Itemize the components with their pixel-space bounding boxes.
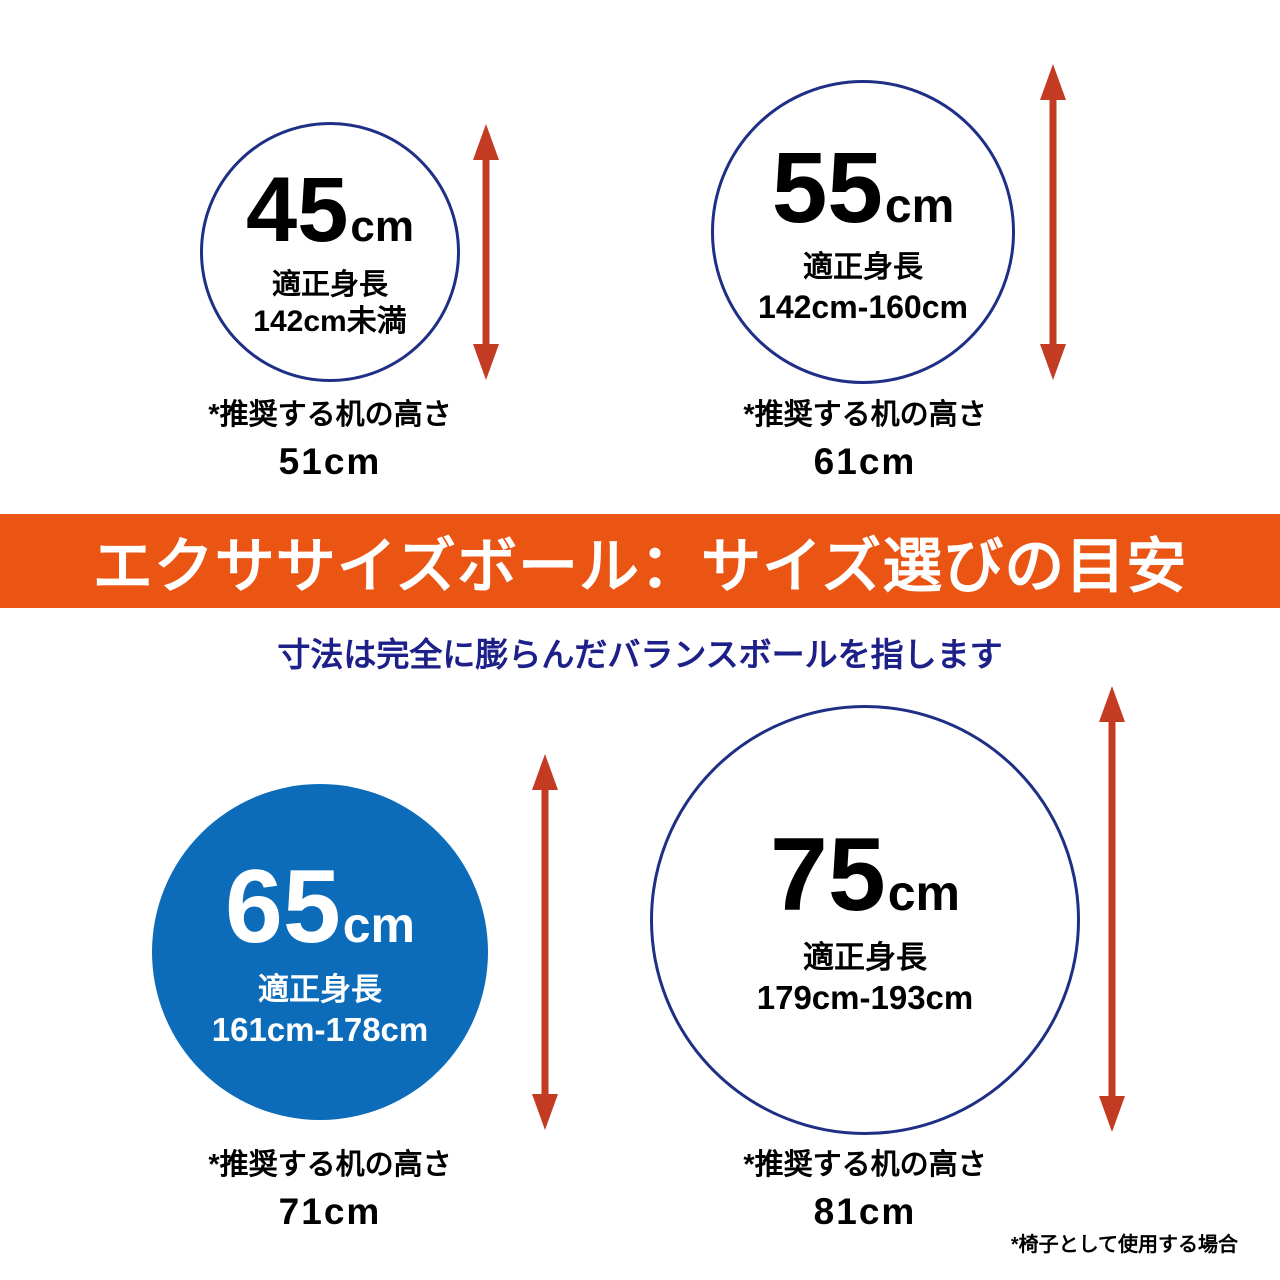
banner-title: エクササイズボール：サイズ選びの目安 xyxy=(92,532,1188,600)
ball-size-number: 65 xyxy=(225,848,341,965)
ball-size-65cm: 65 cm xyxy=(225,855,415,959)
fit-height-range: 142cm-160cm xyxy=(758,288,968,325)
height-arrow xyxy=(1099,686,1125,1132)
ball-circle-75cm: 75 cm 適正身長 179cm-193cm xyxy=(650,705,1080,1135)
fit-height-label: 適正身長 xyxy=(803,250,923,284)
desk-height-caption: *推奨する机の高さ 71cm xyxy=(130,1148,530,1233)
ball-circle-55cm: 55 cm 適正身長 142cm-160cm xyxy=(711,80,1015,384)
ball-size-number: 45 xyxy=(246,158,349,261)
height-arrow xyxy=(1040,64,1066,380)
ball-size-55cm: 55 cm xyxy=(772,138,955,238)
desk-height-caption: *推奨する机の高さ 61cm xyxy=(665,398,1065,483)
desk-height-caption: *推奨する机の高さ 51cm xyxy=(130,398,530,483)
chair-use-footnote: *椅子として使用する場合 xyxy=(1010,1234,1238,1256)
ball-size-unit: cm xyxy=(887,864,960,921)
fit-height-label: 適正身長 xyxy=(258,971,382,1007)
ball-size-45cm: 45 cm xyxy=(246,164,414,256)
ball-size-number: 55 xyxy=(771,131,883,244)
ball-size-unit: cm xyxy=(350,201,414,251)
subtitle: 寸法は完全に膨らんだバランスボールを指します xyxy=(277,636,1003,673)
desk-height-caption: *推奨する机の高さ 81cm xyxy=(665,1148,1065,1233)
ball-size-unit: cm xyxy=(342,896,415,953)
ball-size-unit: cm xyxy=(884,179,955,233)
ball-circle-65cm: 65 cm 適正身長 161cm-178cm xyxy=(152,784,488,1120)
height-arrow xyxy=(473,124,499,380)
fit-height-range: 161cm-178cm xyxy=(211,1010,429,1048)
title-banner: エクササイズボール：サイズ選びの目安 xyxy=(0,514,1280,608)
desk-height-value: 71cm xyxy=(278,1190,382,1232)
desk-height-value: 61cm xyxy=(813,440,917,482)
desk-height-label: *推奨する机の高さ xyxy=(743,399,987,431)
ball-size-number: 75 xyxy=(770,816,886,933)
ball-size-75cm: 75 cm xyxy=(770,823,960,927)
desk-height-label: *推奨する机の高さ xyxy=(743,1149,987,1181)
desk-height-value: 51cm xyxy=(278,440,382,482)
desk-height-label: *推奨する机の高さ xyxy=(208,399,452,431)
ball-circle-45cm: 45 cm 適正身長 142cm未満 xyxy=(200,122,460,382)
height-arrow xyxy=(532,754,558,1130)
fit-height-range: 142cm未満 xyxy=(253,305,407,339)
desk-height-value: 81cm xyxy=(813,1190,917,1232)
desk-height-label: *推奨する机の高さ xyxy=(208,1149,452,1181)
fit-height-label: 適正身長 xyxy=(803,939,927,975)
fit-height-label: 適正身長 xyxy=(271,268,388,301)
fit-height-range: 179cm-193cm xyxy=(756,978,974,1016)
